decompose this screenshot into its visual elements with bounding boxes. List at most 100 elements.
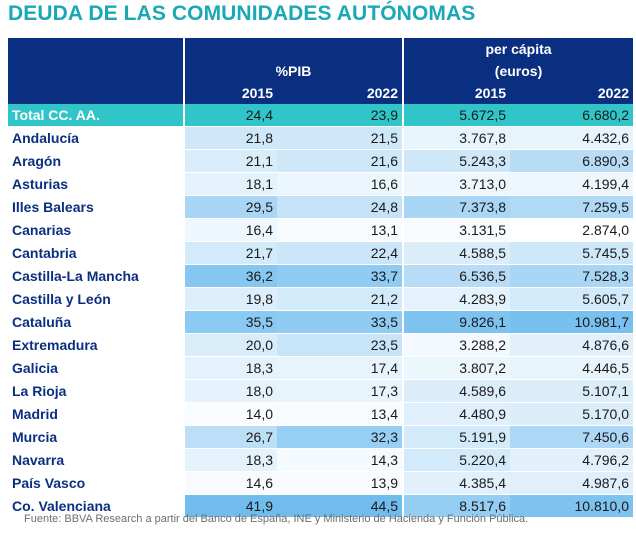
year-header: 2022 xyxy=(510,82,634,104)
region-name: Madrid xyxy=(8,402,185,426)
source-note: Fuente: BBVA Research a partir del Banco… xyxy=(24,513,529,525)
region-name: Castilla y León xyxy=(8,287,185,311)
table-row: Murcia 26,7 32,3 5.191,9 7.450,6 xyxy=(8,425,634,449)
value-pc2015: 4.588,5 xyxy=(403,241,510,265)
table-row: Illes Balears 29,5 24,8 7.373,8 7.259,5 xyxy=(8,195,634,219)
value-pc2015: 5.243,3 xyxy=(403,149,510,173)
value-pib2022: 32,3 xyxy=(277,425,404,449)
value-pc2015: 9.826,1 xyxy=(403,310,510,334)
value-pib2022: 13,9 xyxy=(277,471,404,495)
table-row: Navarra 18,3 14,3 5.220,4 4.796,2 xyxy=(8,448,634,472)
year-header: 2015 xyxy=(403,82,510,104)
value-pc2022: 4.987,6 xyxy=(510,471,634,495)
table-row: Galicia 18,3 17,4 3.807,2 4.446,5 xyxy=(8,356,634,380)
value-pib2015: 16,4 xyxy=(184,218,277,242)
page-title: DEUDA DE LAS COMUNIDADES AUTÓNOMAS xyxy=(8,2,476,25)
value-pc2022: 4.446,5 xyxy=(510,356,634,380)
value-pc2022: 10.810,0 xyxy=(510,494,634,518)
value-pib2015: 24,4 xyxy=(184,104,277,127)
value-pc2015: 4.385,4 xyxy=(403,471,510,495)
value-pc2022: 5.107,1 xyxy=(510,379,634,403)
value-pc2015: 3.131,5 xyxy=(403,218,510,242)
value-pib2022: 21,6 xyxy=(277,149,404,173)
value-pc2015: 4.283,9 xyxy=(403,287,510,311)
header-corner xyxy=(8,38,185,60)
header-group-percapita-line2: (euros) xyxy=(403,60,634,82)
value-pc2022: 4.432,6 xyxy=(510,126,634,150)
value-pib2022: 24,8 xyxy=(277,195,404,219)
table-row: Cataluña 35,5 33,5 9.826,1 10.981,7 xyxy=(8,310,634,334)
value-pc2022: 7.528,3 xyxy=(510,264,634,288)
value-pib2022: 21,5 xyxy=(277,126,404,150)
value-pc2015: 5.191,9 xyxy=(403,425,510,449)
value-pc2022: 4.199,4 xyxy=(510,172,634,196)
value-pc2022: 10.981,7 xyxy=(510,310,634,334)
value-pc2015: 7.373,8 xyxy=(403,195,510,219)
value-pib2015: 14,0 xyxy=(184,402,277,426)
table-row: Aragón 21,1 21,6 5.243,3 6.890,3 xyxy=(8,149,634,173)
region-name: Cataluña xyxy=(8,310,185,334)
table-row: Castilla y León 19,8 21,2 4.283,9 5.605,7 xyxy=(8,287,634,311)
table-row: Castilla-La Mancha 36,2 33,7 6.536,5 7.528,3 xyxy=(8,264,634,288)
header-spacer-pib xyxy=(184,38,404,60)
table-row: Cantabria 21,7 22,4 4.588,5 5.745,5 xyxy=(8,241,634,265)
table-row: Co. Valenciana 41,9 44,5 8.517,6 10.810,0 xyxy=(8,494,634,518)
value-pib2015: 21,1 xyxy=(184,149,277,173)
debt-table: per cápita %PIB (euros) 2015 2022 2015 2… xyxy=(8,38,634,518)
value-pib2022: 16,6 xyxy=(277,172,404,196)
region-name: Canarias xyxy=(8,218,185,242)
value-pc2022: 4.876,6 xyxy=(510,333,634,357)
header-group-pib: %PIB xyxy=(184,60,404,82)
header-group-percapita-line1: per cápita xyxy=(403,38,634,60)
region-name: País Vasco xyxy=(8,471,185,495)
value-pib2015: 18,3 xyxy=(184,448,277,472)
value-pc2022: 7.259,5 xyxy=(510,195,634,219)
value-pc2015: 3.713,0 xyxy=(403,172,510,196)
value-pib2022: 21,2 xyxy=(277,287,404,311)
value-pib2022: 23,9 xyxy=(277,104,404,127)
region-name: Illes Balears xyxy=(8,195,185,219)
region-name: Aragón xyxy=(8,149,185,173)
value-pc2015: 3.767,8 xyxy=(403,126,510,150)
region-name: La Rioja xyxy=(8,379,185,403)
table-row: Madrid 14,0 13,4 4.480,9 5.170,0 xyxy=(8,402,634,426)
value-pib2015: 18,0 xyxy=(184,379,277,403)
value-pib2022: 17,4 xyxy=(277,356,404,380)
value-pib2015: 20,0 xyxy=(184,333,277,357)
header-row-years: 2015 2022 2015 2022 xyxy=(8,82,634,104)
value-pib2015: 26,7 xyxy=(184,425,277,449)
region-name: Asturias xyxy=(8,172,185,196)
year-header: 2022 xyxy=(277,82,404,104)
header-row-top: per cápita xyxy=(8,38,634,60)
year-header: 2015 xyxy=(184,82,277,104)
table-row: Canarias 16,4 13,1 3.131,5 2.874,0 xyxy=(8,218,634,242)
value-pc2022: 6.890,3 xyxy=(510,149,634,173)
value-pc2015: 6.536,5 xyxy=(403,264,510,288)
region-name: Extremadura xyxy=(8,333,185,357)
total-row: Total CC. AA. 24,4 23,9 5.672,5 6.680,2 xyxy=(8,104,634,127)
value-pc2022: 2.874,0 xyxy=(510,218,634,242)
value-pc2022: 5.170,0 xyxy=(510,402,634,426)
value-pib2015: 35,5 xyxy=(184,310,277,334)
region-name: Murcia xyxy=(8,425,185,449)
value-pc2022: 5.605,7 xyxy=(510,287,634,311)
value-pc2015: 3.807,2 xyxy=(403,356,510,380)
value-pib2015: 19,8 xyxy=(184,287,277,311)
value-pib2022: 13,1 xyxy=(277,218,404,242)
value-pib2015: 14,6 xyxy=(184,471,277,495)
region-name: Co. Valenciana xyxy=(8,494,185,518)
value-pc2015: 5.220,4 xyxy=(403,448,510,472)
region-name: Andalucía xyxy=(8,126,185,150)
value-pc2015: 4.589,6 xyxy=(403,379,510,403)
table-row: País Vasco 14,6 13,9 4.385,4 4.987,6 xyxy=(8,471,634,495)
value-pib2015: 18,3 xyxy=(184,356,277,380)
value-pib2015: 36,2 xyxy=(184,264,277,288)
value-pc2022: 4.796,2 xyxy=(510,448,634,472)
header-row-mid: %PIB (euros) xyxy=(8,60,634,82)
table-row: La Rioja 18,0 17,3 4.589,6 5.107,1 xyxy=(8,379,634,403)
value-pc2015: 3.288,2 xyxy=(403,333,510,357)
value-pib2022: 13,4 xyxy=(277,402,404,426)
value-pib2022: 14,3 xyxy=(277,448,404,472)
region-name: Cantabria xyxy=(8,241,185,265)
value-pc2015: 4.480,9 xyxy=(403,402,510,426)
